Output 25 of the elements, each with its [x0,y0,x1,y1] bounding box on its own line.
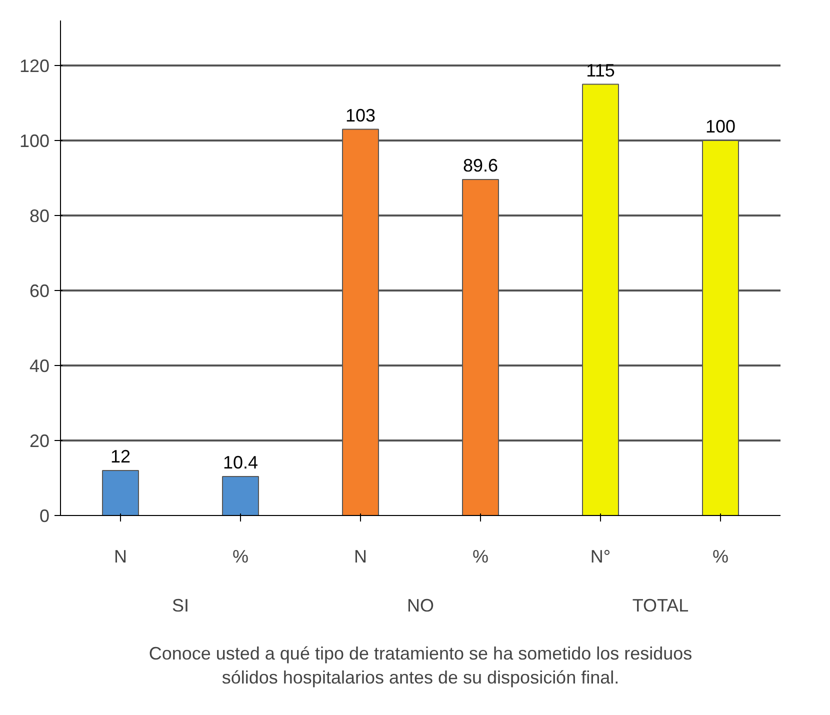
x-tick-label: N° [590,546,611,566]
x-axis-title: Conoce usted a qué tipo de tratamiento se ha sometido los residuos sólidos hospitalarios antes de su disposición final. [148,644,692,688]
y-tick-label: 20 [29,431,50,451]
x-tick-label: N [354,546,367,566]
data-label: 10.4 [222,452,258,472]
y-tick-label: 80 [29,206,50,226]
bar [222,476,259,516]
x-tick-label: % [712,546,729,566]
y-tick-label: 120 [19,56,50,76]
y-tick-label: 0 [39,506,50,526]
y-tick-label: 40 [29,356,50,376]
data-label: 100 [705,116,736,136]
data-label: 12 [110,446,131,466]
text: TOTAL [632,596,689,616]
bar [102,470,139,516]
x-tick-label: N [114,546,127,566]
y-tick-label: 60 [29,281,50,301]
text: SI [172,596,190,616]
data-label: 115 [586,60,615,80]
data-label: 103 [345,105,376,126]
x-tick-label: % [232,546,249,566]
x-tick-label: % [472,546,489,566]
data-label: 89.6 [462,156,498,176]
text: NO [407,596,434,616]
y-tick-label: 100 [19,131,50,151]
